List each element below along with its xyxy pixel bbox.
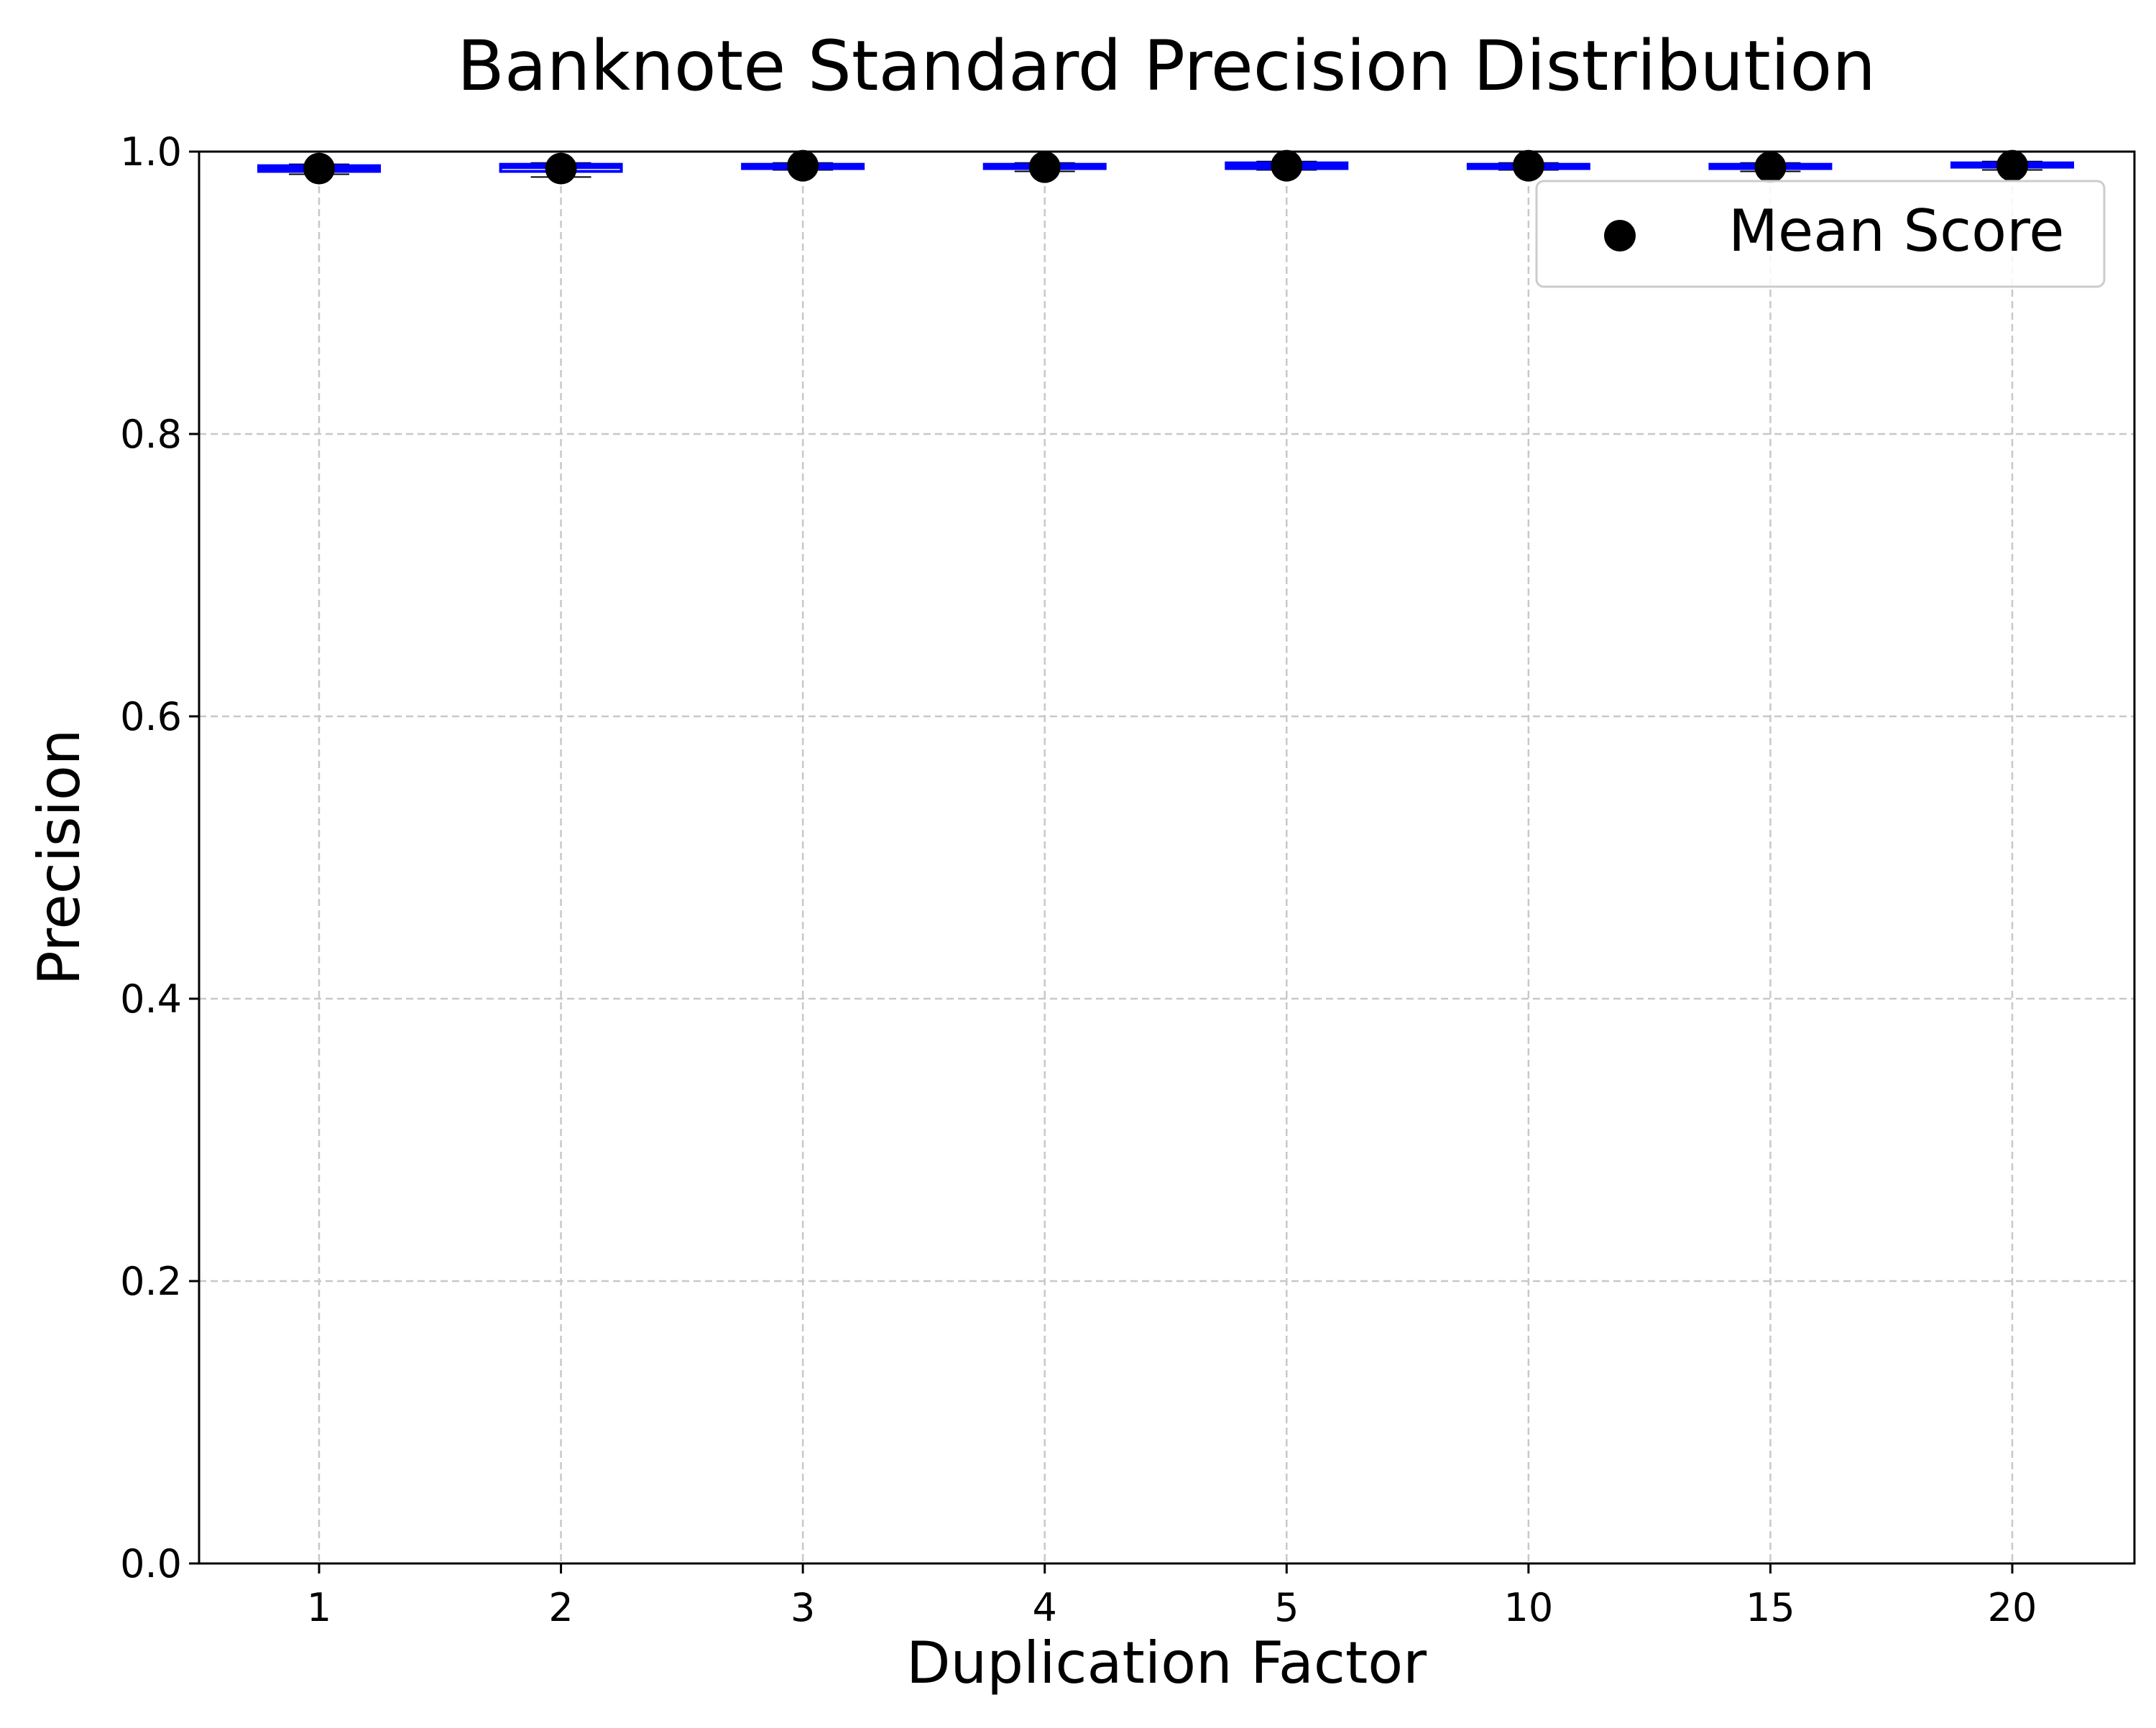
plot-area-frame [198,150,2136,1565]
box-group [1466,149,1590,182]
mean-marker [545,152,577,185]
box-group [741,149,865,182]
legend-frame [1535,180,2106,288]
x-tick-label: 5 [1274,1585,1299,1630]
x-tick-label: 4 [1033,1585,1057,1630]
box-group [1708,151,1833,183]
box-group [1950,149,2074,182]
y-tick-label: 1.0 [120,129,182,175]
legend-marker-mean-score [1604,220,1636,251]
legend: Mean Score [1535,180,2106,288]
mean-marker [1754,151,1787,183]
mean-marker [1271,149,1303,182]
y-tick-label: 0.2 [120,1259,182,1304]
box-group [257,152,381,185]
y-axis-label: Precision [26,729,93,986]
y-tick-label: 0.0 [120,1541,182,1586]
x-tick-label: 10 [1503,1585,1553,1630]
axis-ticks: 1 2 3 4 5 10 15 20 0.0 0.2 0.4 0.6 0.8 1.0 [120,129,2037,1630]
legend-label-mean-score: Mean Score [1728,198,2064,264]
mean-marker [1996,149,2028,182]
y-tick-label: 0.6 [120,694,182,739]
box-group [1225,149,1349,182]
box-group [982,151,1107,183]
x-tick-label: 1 [307,1585,331,1630]
mean-marker [787,149,819,182]
box-group [499,152,623,185]
chart-title: Banknote Standard Precision Distribution [457,26,1876,106]
box-plots [257,149,2074,185]
x-tick-label: 3 [791,1585,815,1630]
mean-marker [303,152,335,185]
x-tick-label: 20 [1988,1585,2037,1630]
y-tick-label: 0.8 [120,412,182,457]
mean-marker [1028,151,1061,183]
y-tick-label: 0.4 [120,976,182,1022]
x-tick-label: 15 [1746,1585,1795,1630]
x-tick-label: 2 [548,1585,573,1630]
x-axis-label: Duplication Factor [906,1630,1427,1696]
mean-marker [1512,149,1544,182]
